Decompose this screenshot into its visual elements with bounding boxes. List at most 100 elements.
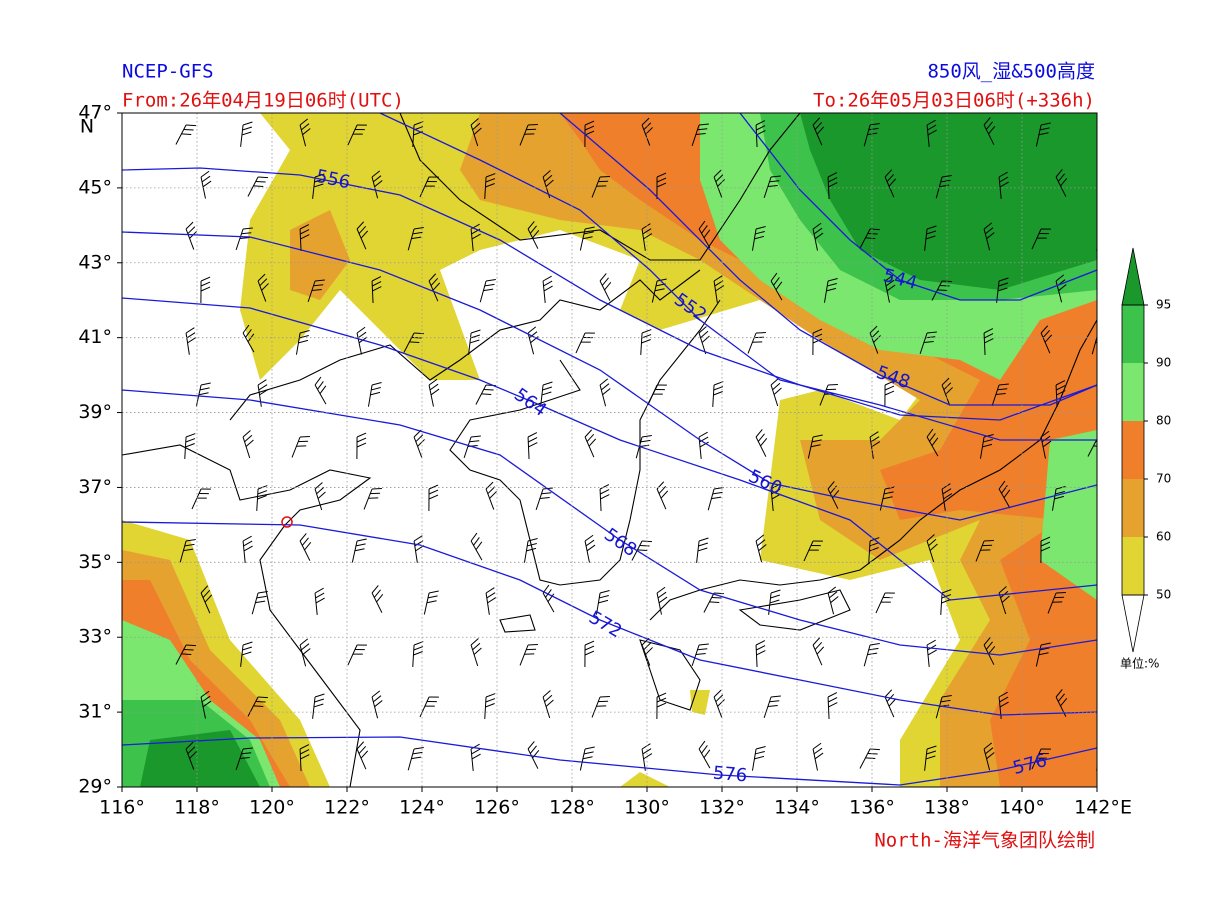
barb-staff — [542, 696, 551, 719]
barb-flag — [999, 701, 1009, 708]
barb-flag — [698, 542, 709, 547]
barb-staff — [640, 332, 643, 355]
coastline — [738, 589, 851, 631]
wind-barb — [200, 585, 213, 614]
barb-flag — [1056, 592, 1066, 594]
barb-flag — [701, 225, 708, 234]
barb-flag — [356, 442, 367, 448]
wind-barb — [1040, 536, 1051, 564]
barb-flag — [600, 494, 610, 500]
wind-barb — [299, 224, 310, 252]
wind-barb — [641, 743, 653, 771]
barb-flag — [770, 272, 778, 282]
barb-flag — [584, 125, 595, 131]
barb-flag — [186, 644, 196, 647]
coastline — [639, 639, 701, 711]
barb-staff — [307, 280, 316, 303]
barb-flag — [314, 693, 325, 698]
barb-flag — [701, 335, 710, 343]
barb-flag — [372, 281, 382, 287]
barb-flag — [358, 745, 367, 754]
wind-barb — [924, 225, 937, 251]
barb-flag — [1060, 178, 1068, 187]
barb-flag — [984, 338, 994, 344]
barb-flag — [543, 285, 553, 292]
barb-flag — [1093, 445, 1097, 447]
barb-flag — [939, 184, 950, 188]
barb-flag — [1112, 178, 1122, 184]
barb-flag — [769, 599, 780, 604]
barb-staff — [185, 228, 195, 250]
wind-barb — [1051, 486, 1066, 511]
barb-flag — [1001, 485, 1008, 494]
barb-flag — [988, 126, 996, 135]
barb-flag — [1098, 125, 1107, 130]
barb-flag — [698, 220, 706, 230]
barb-staff — [185, 748, 195, 770]
barb-flag — [998, 171, 1008, 178]
wind-barb — [407, 747, 424, 771]
barb-flag — [313, 703, 324, 708]
barb-flag — [201, 488, 211, 490]
wind-barb — [941, 483, 953, 511]
barb-flag — [485, 698, 496, 703]
wind-barb — [713, 169, 725, 198]
wind-barb — [763, 695, 781, 719]
barb-flag — [926, 534, 935, 542]
barb-flag — [830, 596, 839, 604]
barb-staff — [251, 592, 259, 615]
barb-flag — [470, 118, 479, 126]
barb-staff — [935, 696, 943, 719]
barb-flag — [756, 125, 766, 131]
barb-flag — [980, 549, 991, 551]
barb-flag — [242, 535, 252, 542]
barb-flag — [812, 328, 823, 334]
contour-line — [122, 521, 1097, 716]
barb-staff — [651, 280, 658, 303]
barb-flag — [999, 176, 1009, 183]
wind-barb — [299, 744, 310, 772]
barb-flag — [483, 288, 494, 292]
lat-tick-label: 47° — [78, 102, 112, 124]
barb-flag — [754, 755, 765, 760]
barb-staff — [519, 124, 529, 146]
barb-flag — [1038, 753, 1049, 755]
barb-flag — [865, 757, 876, 759]
barb-flag — [185, 221, 194, 230]
colorbar-tick-label: 70 — [1156, 472, 1171, 486]
barb-flag — [257, 490, 268, 495]
wind-barb — [519, 644, 538, 666]
barb-flag — [411, 756, 422, 760]
barb-flag — [1055, 274, 1065, 282]
barb-flag — [654, 389, 665, 391]
barb-flag — [697, 547, 708, 552]
barb-flag — [542, 275, 552, 282]
barb-flag — [314, 482, 323, 490]
barb-flag — [583, 751, 594, 755]
barb-flag — [541, 391, 552, 396]
wind-barb — [407, 227, 424, 251]
barb-flag — [311, 289, 322, 291]
barb-flag — [769, 180, 780, 183]
barb-flag — [1096, 335, 1097, 339]
product-title: 850风_湿&500高度 — [927, 61, 1095, 83]
barb-flag — [997, 388, 1008, 391]
wind-barb — [807, 434, 823, 459]
wind-barb — [983, 742, 995, 771]
barb-flag — [816, 126, 825, 135]
barb-staff — [519, 644, 529, 666]
barb-flag — [703, 749, 711, 758]
barb-flag — [255, 180, 266, 183]
barb-flag — [543, 280, 553, 287]
barb-flag — [943, 493, 953, 500]
barb-flag — [428, 484, 439, 490]
barb-flag — [869, 431, 879, 438]
barb-flag — [812, 742, 822, 750]
barb-flag — [713, 169, 722, 178]
barb-staff — [983, 748, 991, 771]
barb-flag — [426, 701, 437, 703]
barb-flag — [417, 439, 425, 447]
barb-flag — [354, 548, 365, 552]
lon-tick-label: 126° — [474, 797, 520, 819]
barb-flag — [487, 597, 497, 604]
